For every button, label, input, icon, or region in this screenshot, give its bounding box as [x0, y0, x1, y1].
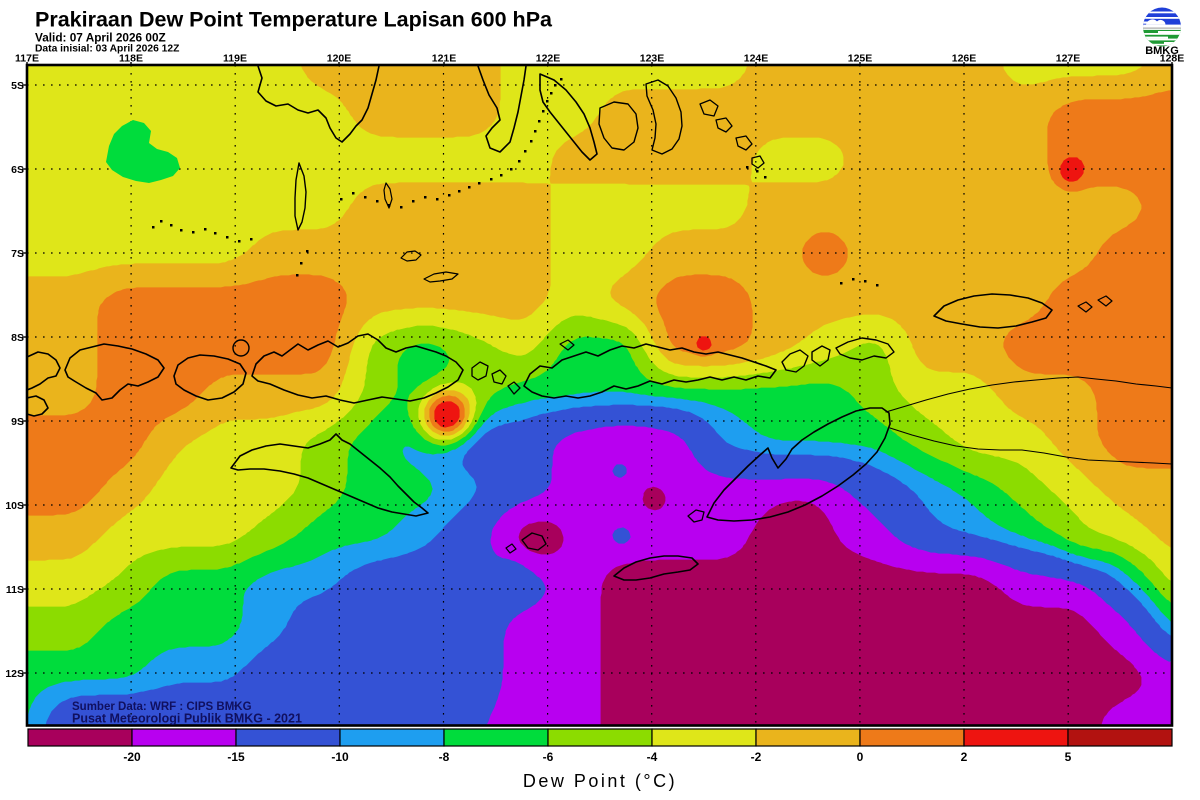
svg-text:117E: 117E [15, 53, 39, 65]
svg-text:BMKG: BMKG [1145, 45, 1179, 57]
svg-text:2: 2 [961, 750, 968, 764]
svg-text:8S: 8S [11, 332, 24, 344]
svg-text:Prakiraan Dew Point Temperatur: Prakiraan Dew Point Temperature Lapisan … [35, 8, 553, 32]
svg-text:-8: -8 [439, 750, 450, 764]
svg-text:12S: 12S [5, 668, 24, 680]
svg-text:-4: -4 [647, 750, 658, 764]
svg-text:Dew Point (°C): Dew Point (°C) [523, 771, 677, 791]
svg-text:-2: -2 [751, 750, 762, 764]
svg-text:5S: 5S [11, 80, 24, 92]
svg-text:-20: -20 [123, 750, 141, 764]
svg-text:10S: 10S [5, 500, 24, 512]
svg-text:0: 0 [857, 750, 864, 764]
svg-text:5: 5 [1065, 750, 1072, 764]
svg-text:-10: -10 [331, 750, 349, 764]
svg-text:121E: 121E [432, 53, 457, 65]
svg-text:Data inisial: 03 April 2026 12: Data inisial: 03 April 2026 12Z [35, 44, 179, 55]
svg-text:-6: -6 [543, 750, 554, 764]
svg-text:Sumber Data: WRF : CIPS BMKG: Sumber Data: WRF : CIPS BMKG [72, 701, 252, 713]
svg-text:Valid: 07 April 2026 00Z: Valid: 07 April 2026 00Z [35, 31, 166, 45]
svg-text:122E: 122E [536, 53, 561, 65]
svg-text:123E: 123E [640, 53, 665, 65]
svg-text:9S: 9S [11, 416, 24, 428]
svg-text:7S: 7S [11, 248, 24, 260]
svg-text:126E: 126E [952, 53, 977, 65]
svg-text:124E: 124E [744, 53, 769, 65]
svg-text:127E: 127E [1056, 53, 1081, 65]
svg-text:118E: 118E [119, 53, 143, 65]
svg-text:125E: 125E [848, 53, 873, 65]
svg-text:Pusat Meteorologi Publik BMKG: Pusat Meteorologi Publik BMKG - 2021 [72, 712, 302, 726]
svg-text:6S: 6S [11, 164, 24, 176]
svg-text:-15: -15 [227, 750, 245, 764]
svg-text:120E: 120E [327, 53, 352, 65]
svg-text:128E: 128E [1160, 53, 1185, 65]
svg-text:119E: 119E [223, 53, 247, 65]
svg-text:11S: 11S [6, 584, 24, 596]
